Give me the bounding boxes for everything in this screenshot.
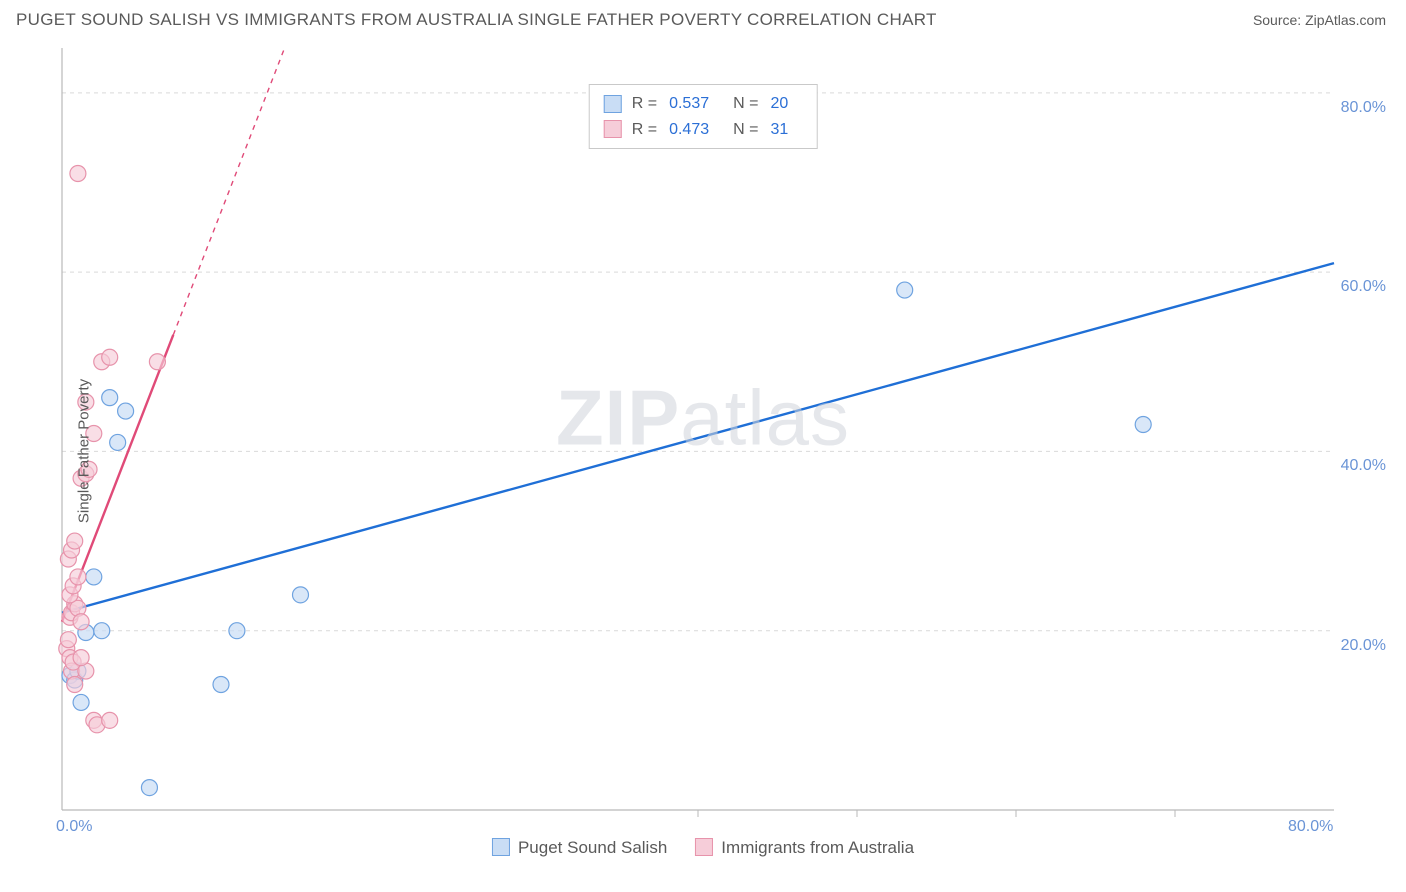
legend-row: R = 0.473 N = 31 — [604, 117, 803, 143]
series-legend: Puget Sound Salish Immigrants from Austr… — [492, 838, 914, 858]
chart-title: PUGET SOUND SALISH VS IMMIGRANTS FROM AU… — [16, 10, 937, 30]
x-tick-label: 0.0% — [56, 818, 92, 836]
legend-item: Immigrants from Australia — [695, 838, 914, 858]
source-label: Source: ZipAtlas.com — [1253, 12, 1386, 28]
legend-swatch-australia — [695, 838, 713, 856]
legend-item: Puget Sound Salish — [492, 838, 667, 858]
scatter-chart — [16, 40, 1336, 830]
y-tick-label: 80.0% — [1341, 99, 1386, 117]
header: PUGET SOUND SALISH VS IMMIGRANTS FROM AU… — [0, 0, 1406, 34]
correlation-legend: R = 0.537 N = 20 R = 0.473 N = 31 — [589, 84, 818, 149]
legend-swatch-salish — [492, 838, 510, 856]
chart-area: Single Father Poverty ZIPatlas R = 0.537… — [16, 40, 1390, 862]
y-tick-label: 60.0% — [1341, 278, 1386, 296]
legend-swatch-salish — [604, 95, 622, 113]
x-tick-label: 80.0% — [1288, 818, 1333, 836]
legend-row: R = 0.537 N = 20 — [604, 91, 803, 117]
y-tick-label: 40.0% — [1341, 457, 1386, 475]
y-tick-label: 20.0% — [1341, 637, 1386, 655]
legend-swatch-australia — [604, 120, 622, 138]
y-axis-label: Single Father Poverty — [76, 379, 93, 523]
